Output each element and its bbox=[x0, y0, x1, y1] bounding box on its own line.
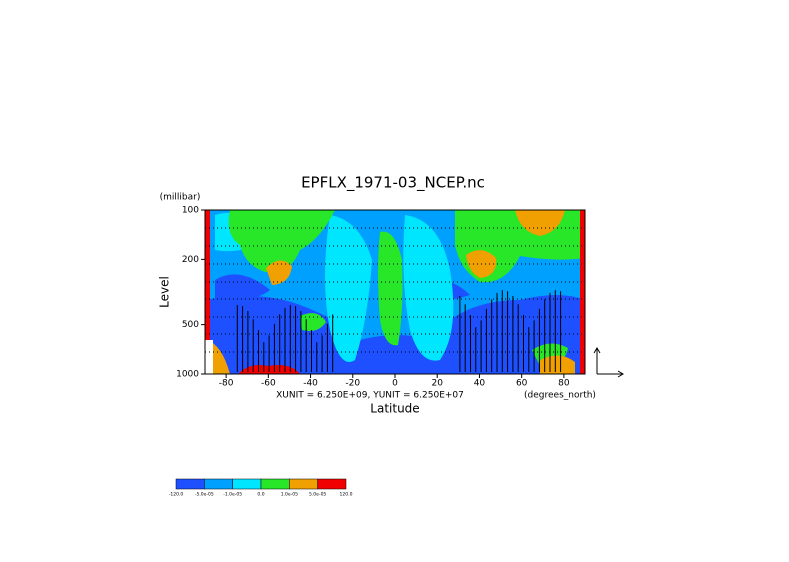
y-tick-label: 100 bbox=[182, 206, 199, 216]
chart-title: EPFLX_1971-03_NCEP.nc bbox=[301, 174, 485, 193]
x-tick-label: -20 bbox=[345, 379, 360, 389]
y-tick-label: 1000 bbox=[176, 370, 199, 380]
colorbar-label: -120.0 bbox=[169, 492, 184, 498]
x-tick-label: 40 bbox=[474, 379, 486, 389]
y-tick-label: 500 bbox=[182, 320, 199, 330]
colorbar-box bbox=[317, 478, 347, 490]
x-axis-label: Latitude bbox=[370, 402, 419, 416]
colorbar-label: -1.0e-05 bbox=[223, 492, 242, 498]
x-tick-label: 0 bbox=[392, 379, 398, 389]
x-unit: (degrees_north) bbox=[524, 391, 596, 401]
x-tick-label: -80 bbox=[219, 379, 234, 389]
colorbar-label: 120.0 bbox=[340, 492, 353, 498]
colorbar-box bbox=[175, 478, 205, 490]
colorbar-label: 1.0e-05 bbox=[281, 492, 298, 498]
y-tick-label: 200 bbox=[182, 255, 199, 265]
x-tick-label: -60 bbox=[261, 379, 276, 389]
colorbar-label: -5.0e-05 bbox=[195, 492, 214, 498]
colorbar-label: 5.0e-05 bbox=[309, 492, 326, 498]
vector-note: XUNIT = 6.250E+09, YUNIT = 6.250E+07 bbox=[276, 391, 464, 401]
y-unit: (millibar) bbox=[160, 193, 201, 203]
colorbar-label: 0.0 bbox=[257, 492, 264, 498]
x-tick-label: 20 bbox=[431, 379, 443, 389]
colorbar-box bbox=[289, 478, 318, 490]
colorbar-box bbox=[204, 478, 233, 490]
x-tick-label: 80 bbox=[558, 379, 570, 389]
colorbar-box bbox=[260, 478, 290, 490]
reference-vector bbox=[593, 347, 624, 378]
x-tick-label: -40 bbox=[303, 379, 318, 389]
x-tick-label: 60 bbox=[516, 379, 528, 389]
colorbar-box bbox=[232, 478, 262, 490]
contour-field bbox=[205, 210, 585, 374]
y-axis-label: Level bbox=[158, 276, 172, 308]
